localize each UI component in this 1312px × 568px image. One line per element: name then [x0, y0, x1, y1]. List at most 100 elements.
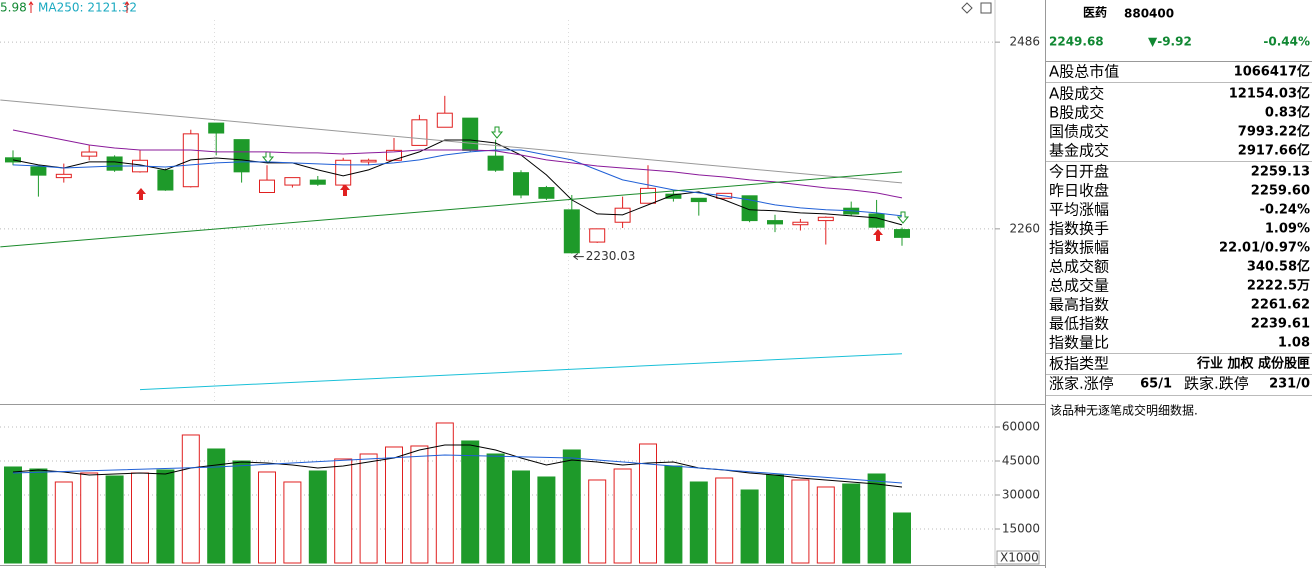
volume-bar — [715, 477, 734, 564]
breadth-value: 65/1 — [1140, 377, 1172, 392]
volume-bar — [283, 481, 302, 564]
row-value: 1066417亿 — [1234, 64, 1310, 80]
volume-bar — [537, 476, 556, 564]
row-value: 2917.66亿 — [1238, 143, 1310, 159]
row-label: 国债成交 — [1049, 123, 1109, 141]
row-label: 指数振幅 — [1049, 239, 1109, 257]
note: 该品种无逐笔成交明细数据. — [1050, 403, 1198, 418]
row-value: 7993.22亿 — [1238, 124, 1310, 140]
last-price: 2249.68 — [1049, 35, 1104, 49]
sell-arrow — [490, 126, 504, 139]
volume-bar — [232, 460, 251, 564]
index-code: 880400 — [1124, 7, 1174, 21]
legend-label: MA250: 2121.32 — [38, 1, 137, 15]
row-value: 2222.5万 — [1247, 279, 1310, 294]
candle-body — [792, 221, 809, 226]
volume-bar — [893, 512, 911, 564]
row-label: A股总市值 — [1049, 63, 1119, 81]
breadth-label: 跌家.跌停 — [1184, 375, 1249, 393]
candle-body — [894, 229, 910, 238]
candle-body — [640, 187, 656, 204]
row-label: 总成交额 — [1049, 258, 1109, 276]
candle-body — [767, 220, 783, 225]
icon-diamond[interactable] — [961, 2, 973, 14]
signal-arrows — [136, 126, 910, 241]
volume-bar — [664, 465, 683, 564]
price-change: ▼-9.92 — [1148, 35, 1192, 49]
volume-bar — [740, 489, 759, 564]
row-value: 2259.13 — [1251, 165, 1310, 180]
candle-body — [106, 156, 123, 171]
breadth-label: 涨家.涨停 — [1049, 375, 1114, 393]
volume-bar — [4, 466, 22, 564]
legend-arrow — [124, 1, 130, 13]
legend-label: 5.98 — [0, 1, 27, 15]
row-value: 2261.62 — [1251, 298, 1310, 313]
ma-line — [12, 139, 903, 226]
volume-bar — [613, 468, 632, 564]
row-value: 2239.61 — [1251, 317, 1310, 332]
candle-body — [563, 209, 580, 254]
candle-body — [817, 216, 834, 222]
candle-body — [436, 112, 453, 128]
unit-label: X1000 — [1000, 551, 1039, 565]
candle-body — [360, 159, 377, 163]
row-label: 昨日收盘 — [1049, 182, 1109, 200]
volume-bar — [258, 471, 276, 564]
candle-body — [81, 151, 98, 157]
candle-body — [538, 187, 555, 199]
row-label: 基金成交 — [1049, 142, 1109, 160]
low-label: 2230.03 — [586, 249, 636, 263]
ma-line — [0, 99, 903, 184]
candle-body — [411, 119, 428, 146]
row-label: 今日开盘 — [1049, 163, 1109, 181]
row-value: 1.08 — [1278, 336, 1310, 351]
candle-body — [30, 166, 47, 176]
ma-line — [12, 454, 903, 484]
volume-bar — [867, 473, 886, 564]
candle-body — [462, 117, 479, 151]
volume-bar — [842, 483, 861, 564]
row-value: 0.83亿 — [1265, 105, 1310, 121]
volume-bar — [435, 422, 454, 564]
volume-bar — [410, 445, 429, 564]
index-name: 医药 — [1083, 5, 1107, 20]
volume-bar — [54, 481, 73, 564]
candle-body — [589, 228, 606, 243]
candle-body — [157, 169, 174, 191]
volume-bar — [207, 448, 226, 564]
candle-body — [741, 195, 758, 222]
price-change-pct: -0.44% — [1263, 35, 1310, 49]
candle-body — [665, 193, 682, 199]
candle-body — [513, 172, 529, 196]
unit-box — [996, 550, 1040, 565]
volume-bar — [181, 434, 200, 564]
row-value: 1.09% — [1265, 222, 1310, 237]
row-label: 总成交量 — [1049, 277, 1109, 295]
row-label: 平均涨幅 — [1049, 201, 1109, 219]
icon-window[interactable] — [980, 2, 992, 14]
candle-body — [233, 139, 250, 173]
row-label: 最高指数 — [1049, 296, 1109, 314]
breadth-value: 231/0 — [1269, 377, 1310, 392]
buy-arrow — [873, 229, 883, 241]
candle-body — [259, 179, 275, 193]
buy-arrow — [340, 184, 350, 196]
legend-arrow — [28, 1, 34, 13]
row-value: 2259.60 — [1251, 184, 1310, 199]
volume-bar — [816, 486, 835, 564]
candle-body — [208, 122, 225, 134]
ma-line — [0, 171, 903, 248]
y-tick-label: 30000 — [1002, 487, 1040, 501]
volume-bar — [156, 469, 175, 564]
row-label: 指数量比 — [1049, 334, 1109, 352]
ma-line — [12, 444, 903, 488]
volume-bar — [562, 449, 581, 564]
y-tick-label: 15000 — [1002, 521, 1040, 535]
row-label: B股成交 — [1049, 104, 1104, 122]
y-tick-label: 2486 — [1009, 35, 1040, 49]
row-label: 指数换手 — [1049, 220, 1109, 238]
row-label: 最低指数 — [1049, 315, 1109, 333]
volume-bar — [105, 475, 124, 564]
